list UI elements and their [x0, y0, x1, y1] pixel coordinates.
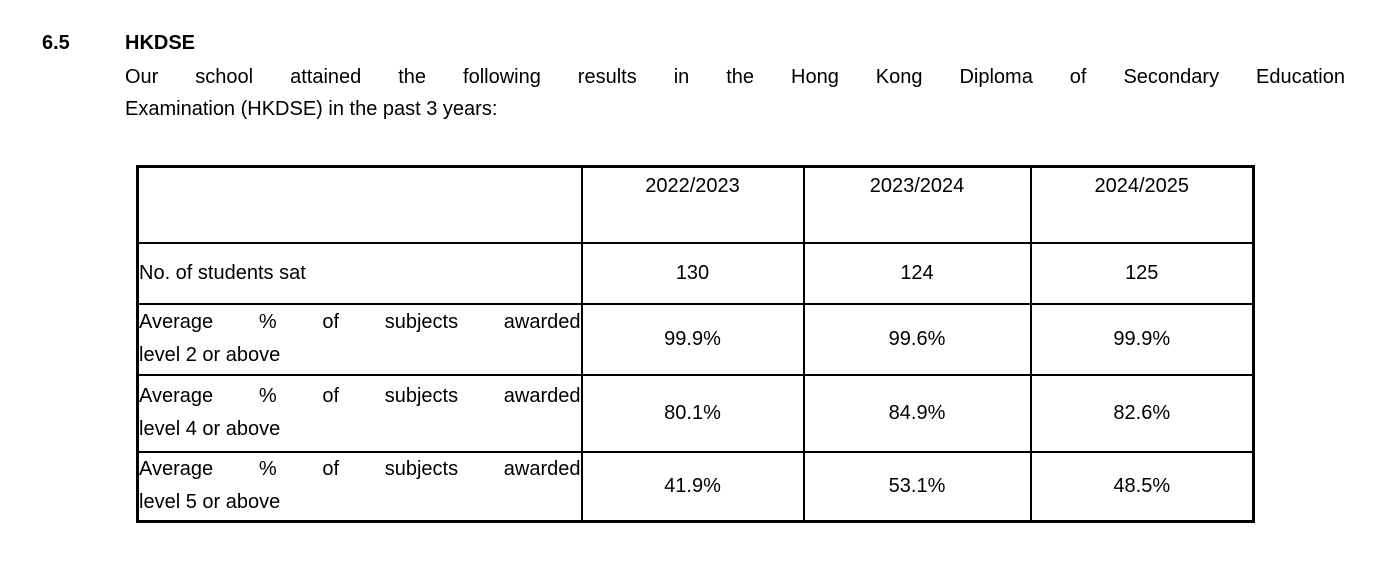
value-cell: 130	[580, 241, 805, 305]
row-label-line: No. of students sat	[139, 261, 306, 284]
row-label-level-4: Average % of subjects awarded level 4 or…	[136, 373, 583, 453]
value-cell: 48.5%	[1029, 450, 1255, 523]
header-year-3: 2024/2025	[1029, 165, 1255, 244]
row-label-level-5: Average % of subjects awarded level 5 or…	[136, 450, 583, 523]
value-cell: 99.9%	[580, 302, 805, 376]
value-cell: 125	[1029, 241, 1255, 305]
table-row: Average % of subjects awarded level 2 or…	[136, 302, 1255, 376]
row-label-line: level 5 or above	[139, 491, 281, 514]
header-year-2: 2023/2024	[802, 165, 1032, 244]
value-cell: 124	[802, 241, 1032, 305]
value-cell: 41.9%	[580, 450, 805, 523]
row-label-students-sat: No. of students sat	[136, 241, 583, 305]
value-cell: 80.1%	[580, 373, 805, 453]
intro-paragraph-line-2: Examination (HKDSE) in the past 3 years:	[125, 98, 498, 120]
intro-paragraph-line-1: Our school attained the following result…	[125, 66, 1345, 88]
row-label-line: Average % of subjects awarded	[139, 458, 581, 481]
table-row: Average % of subjects awarded level 4 or…	[136, 373, 1255, 453]
row-label-line: level 4 or above	[139, 418, 281, 440]
value-cell: 99.9%	[1029, 302, 1255, 376]
header-year-1: 2022/2023	[580, 165, 805, 244]
row-label-line: level 2 or above	[139, 344, 281, 366]
row-label-level-2: Average % of subjects awarded level 2 or…	[136, 302, 583, 376]
row-label-line: Average % of subjects awarded	[139, 311, 581, 333]
table-header-row: 2022/2023 2023/2024 2024/2025	[136, 165, 1255, 244]
section-number: 6.5	[42, 32, 70, 54]
table-row: Average % of subjects awarded level 5 or…	[136, 450, 1255, 523]
hkdse-results-table: 2022/2023 2023/2024 2024/2025 No. of stu…	[136, 165, 1255, 523]
value-cell: 84.9%	[802, 373, 1032, 453]
section-title: HKDSE	[125, 32, 196, 54]
value-cell: 53.1%	[802, 450, 1032, 523]
value-cell: 82.6%	[1029, 373, 1255, 453]
row-label-line: Average % of subjects awarded	[139, 385, 581, 407]
value-cell: 99.6%	[802, 302, 1032, 376]
header-empty-cell	[136, 165, 583, 244]
table-row: No. of students sat 130 124 125	[136, 241, 1255, 305]
